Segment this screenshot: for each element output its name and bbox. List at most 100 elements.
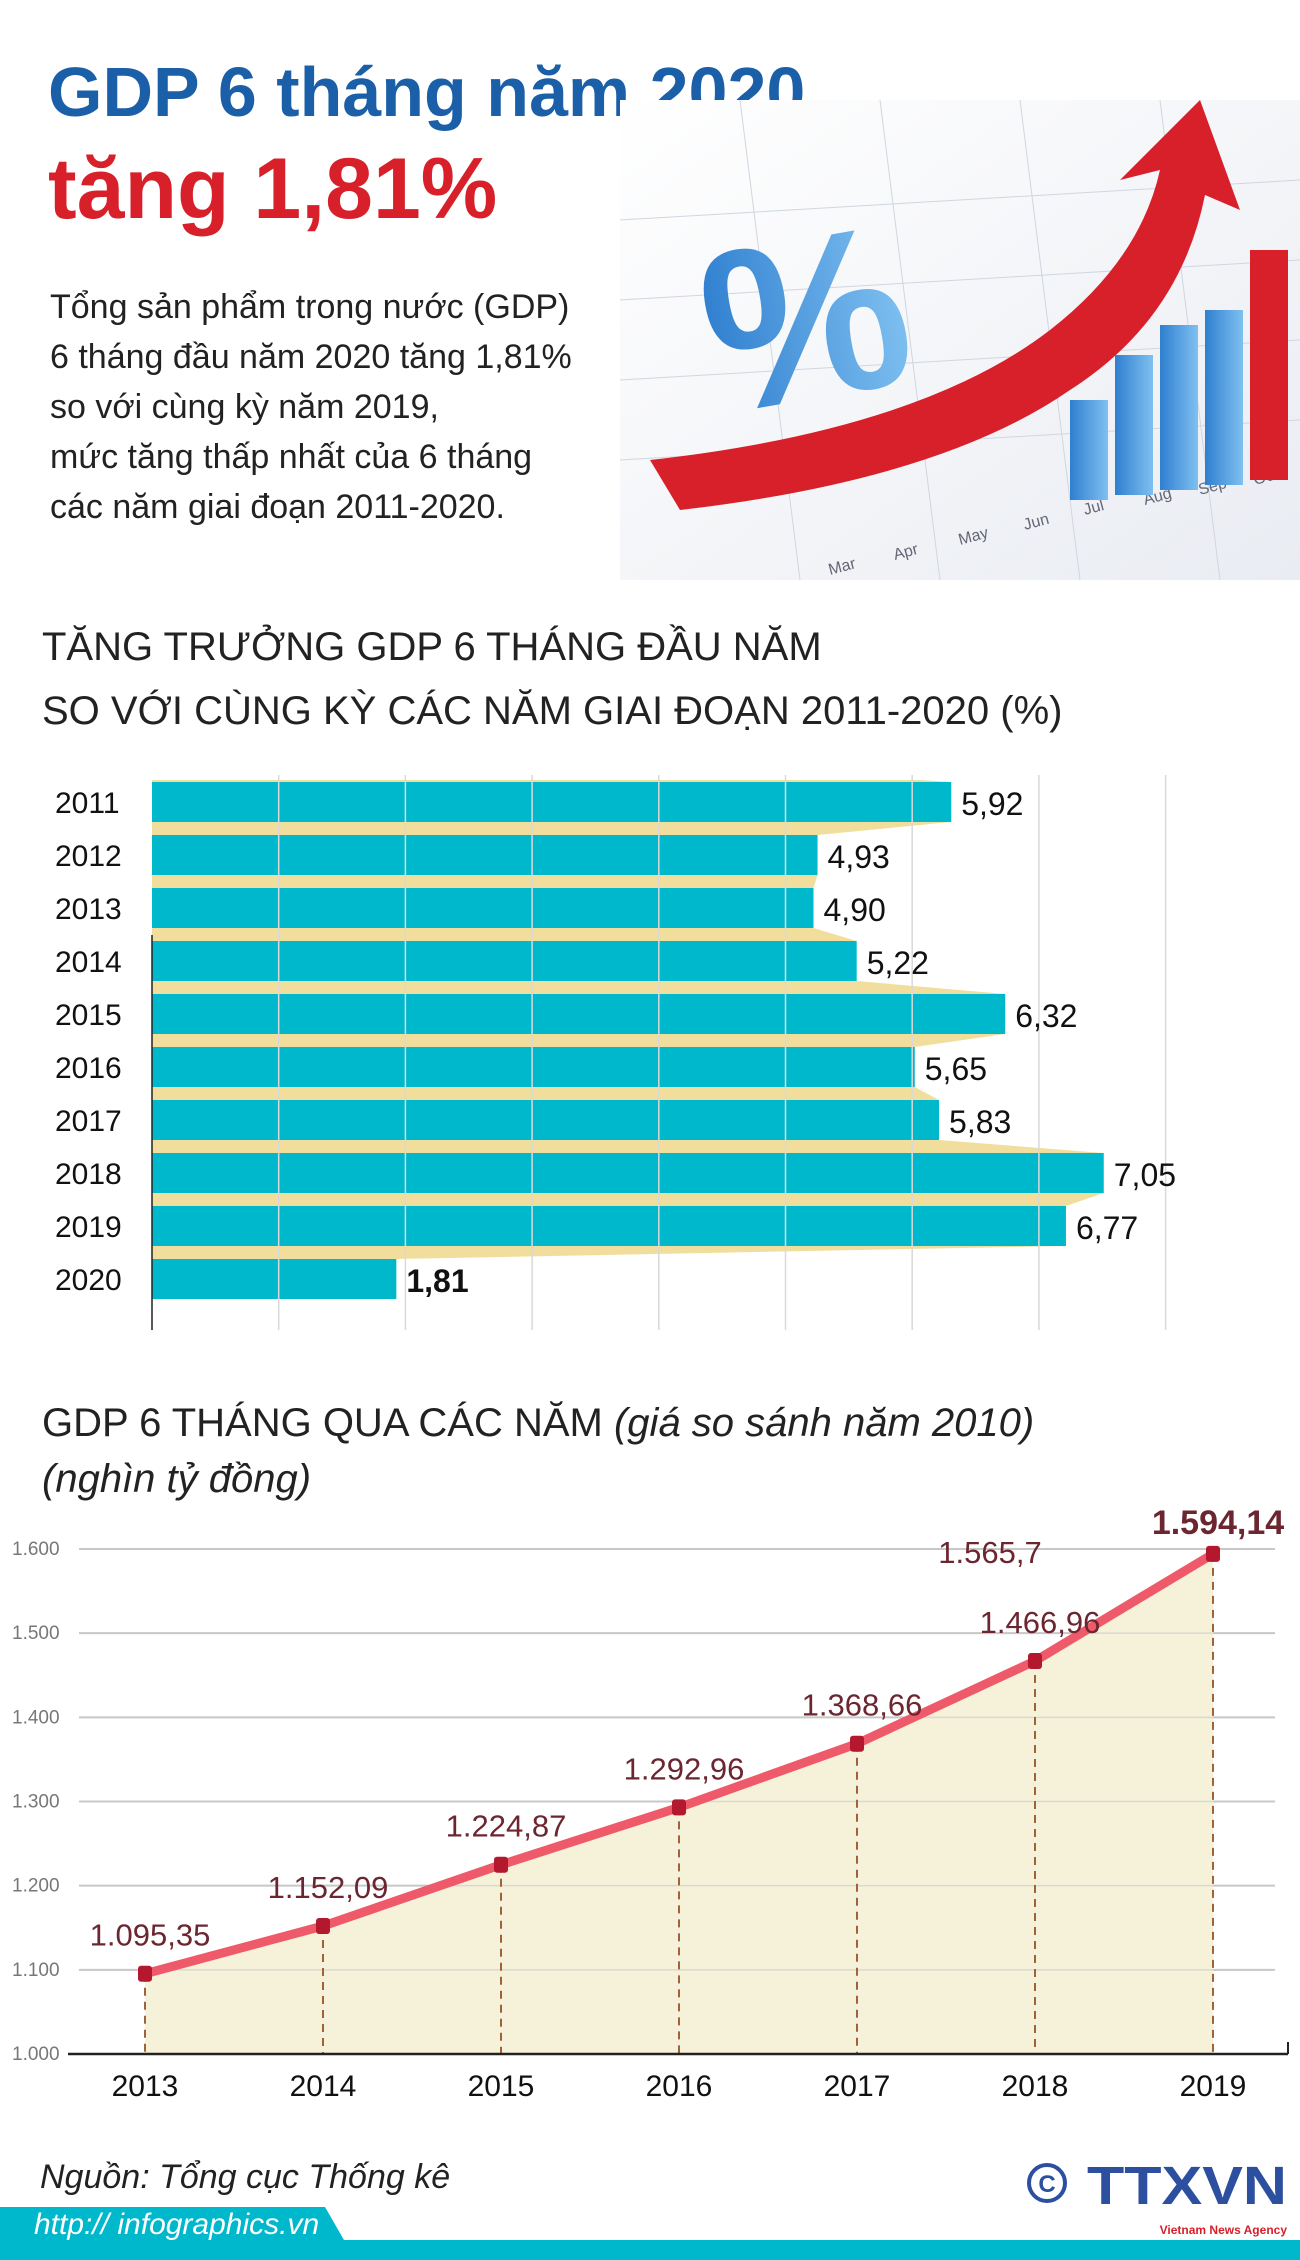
bar-value-label: 6,32 <box>1015 998 1077 1034</box>
x-tick-label: 2019 <box>1180 2070 1247 2103</box>
logo-subtitle: Vietnam News Agency <box>1160 2223 1288 2237</box>
bar-connector <box>152 822 952 835</box>
bar-value-label: 4,90 <box>824 892 886 928</box>
copyright-symbol: C <box>1038 2171 1055 2198</box>
bar-category-label: 2011 <box>55 787 120 820</box>
y-tick-label: 1.200 <box>12 1876 60 1897</box>
month-label: Apr <box>892 541 921 564</box>
y-tick-label: 1.500 <box>12 1623 60 1644</box>
month-label: Mar <box>827 555 859 579</box>
bar-connector <box>152 1140 1104 1153</box>
data-point <box>494 1856 508 1873</box>
bar-value-label: 5,65 <box>925 1051 987 1087</box>
data-point <box>316 1917 330 1934</box>
area-fill <box>145 1553 1213 2054</box>
y-tick-label: 1.100 <box>12 1960 60 1981</box>
point-label: 1.368,66 <box>802 1688 923 1723</box>
bar-chart: 2011 5,92 2012 4,93 2013 4,90 2014 5,22 2015 6,32… <box>55 775 1176 1330</box>
point-label: 1.292,96 <box>624 1751 745 1786</box>
data-point <box>138 1965 152 1982</box>
data-point <box>672 1799 686 1816</box>
x-tick-label: 2017 <box>824 2070 891 2103</box>
bar-connector <box>152 1034 1006 1047</box>
x-tick-label: 2018 <box>1002 2070 1069 2103</box>
month-label: Jul <box>1082 497 1106 519</box>
bar-connector <box>152 875 818 888</box>
point-label: 1.565,7 <box>938 1535 1041 1570</box>
red-arrow <box>650 100 1240 510</box>
bar-connector <box>152 1246 1066 1259</box>
bar-connector <box>152 1087 940 1100</box>
bar-value-label: 1,81 <box>406 1263 468 1299</box>
bar-chart-title-line: SO VỚI CÙNG KỲ CÁC NĂM GIAI ĐOẠN 2011-20… <box>42 689 1063 733</box>
footer-band <box>0 2240 1300 2260</box>
line-chart-title-main: GDP 6 THÁNG QUA CÁC NĂM <box>42 1401 603 1445</box>
line-chart-title: GDP 6 THÁNG QUA CÁC NĂM (giá so sánh năm… <box>42 1395 1034 1507</box>
bar <box>152 835 818 875</box>
bar <box>152 1259 397 1299</box>
x-tick-label: 2013 <box>112 2070 179 2103</box>
bar-value-label: 5,22 <box>867 945 929 981</box>
y-tick-label: 1.400 <box>12 1707 60 1728</box>
point-label: 1.152,09 <box>268 1870 389 1905</box>
bar-category-label: 2015 <box>55 999 122 1032</box>
month-label: Jun <box>1022 511 1051 534</box>
data-point <box>1028 1652 1042 1669</box>
ttxvn-logo: C TTXVN Vietnam News Agency <box>1027 2156 1288 2237</box>
logo-text: TTXVN <box>1087 2156 1287 2216</box>
bar-category-label: 2019 <box>55 1211 122 1244</box>
intro-line: mức tăng thấp nhất của 6 tháng <box>50 438 533 476</box>
x-tick-label: 2016 <box>646 2070 713 2103</box>
bar-category-label: 2012 <box>55 840 122 873</box>
bar-connector <box>152 981 1006 994</box>
bar <box>152 941 857 981</box>
bar-connector <box>152 928 857 941</box>
point-label: 1.594,14 <box>1152 1504 1284 1542</box>
bar-value-label: 5,83 <box>949 1104 1011 1140</box>
y-tick-label: 1.000 <box>12 2044 60 2065</box>
bar <box>152 1047 915 1087</box>
data-point <box>850 1735 864 1752</box>
bar <box>152 1153 1104 1193</box>
hero-bars <box>1070 250 1288 500</box>
line-chart-title-note: (giá so sánh năm 2010) <box>613 1401 1035 1445</box>
bar-chart-title-line: TĂNG TRƯỞNG GDP 6 THÁNG ĐẦU NĂM <box>42 625 822 669</box>
bar <box>152 994 1006 1034</box>
intro-line: so với cùng kỳ năm 2019, <box>50 388 439 426</box>
point-label: 1.095,35 <box>90 1918 211 1953</box>
copyright-icon <box>1027 2163 1067 2203</box>
bar <box>152 1100 940 1140</box>
headline: tăng 1,81% <box>48 141 498 237</box>
line-chart-unit: (nghìn tỷ đồng) <box>42 1457 312 1501</box>
bar-chart-title: TĂNG TRƯỞNG GDP 6 THÁNG ĐẦU NĂM SO VỚI C… <box>42 615 1063 743</box>
intro-line: Tổng sản phẩm trong nước (GDP) <box>50 288 570 326</box>
bar-value-label: 5,92 <box>961 786 1023 822</box>
y-tick-label: 1.600 <box>12 1539 60 1560</box>
percent-symbol: % <box>683 175 929 464</box>
bar-category-label: 2020 <box>55 1264 122 1297</box>
bar-value-label: 6,77 <box>1076 1210 1138 1246</box>
source-note: Nguồn: Tổng cục Thống kê <box>40 2158 451 2196</box>
intro-line: 6 tháng đầu năm 2020 tăng 1,81% <box>50 338 572 376</box>
bar-category-label: 2016 <box>55 1052 122 1085</box>
x-tick-label: 2014 <box>290 2070 357 2103</box>
bar <box>152 1206 1066 1246</box>
y-tick-label: 1.300 <box>12 1792 60 1813</box>
site-link[interactable]: http:// infographics.vn <box>34 2208 320 2241</box>
data-point <box>1206 1545 1220 1562</box>
bar-connector <box>152 1193 1104 1206</box>
intro-line: các năm giai đoạn 2011-2020. <box>50 488 505 526</box>
bar-category-label: 2018 <box>55 1158 122 1191</box>
bar-value-label: 7,05 <box>1114 1157 1176 1193</box>
point-label: 1.224,87 <box>446 1809 567 1844</box>
bar-value-label: 4,93 <box>828 839 890 875</box>
bar <box>152 782 952 822</box>
bar <box>152 888 814 928</box>
bar-category-label: 2014 <box>55 946 122 979</box>
line-chart: 1.000 1.100 1.200 1.300 1.400 1.500 1.600 1.095… <box>12 1504 1289 2103</box>
intro-text: Tổng sản phẩm trong nước (GDP) 6 tháng đ… <box>50 282 572 532</box>
hero-illustration: Mar Apr May Jun Jul Aug Sep Oct % <box>620 100 1300 580</box>
x-tick-label: 2015 <box>468 2070 535 2103</box>
bar-category-label: 2017 <box>55 1105 122 1138</box>
point-label: 1.466,96 <box>980 1605 1101 1640</box>
